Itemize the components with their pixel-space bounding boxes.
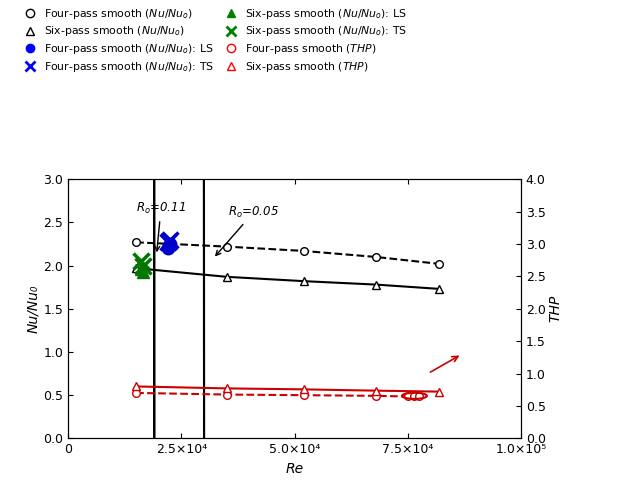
Y-axis label: THP: THP (549, 295, 562, 322)
X-axis label: Re: Re (285, 462, 304, 476)
Text: $R_o$=0.11: $R_o$=0.11 (136, 201, 186, 251)
Y-axis label: Nu/Nu₀: Nu/Nu₀ (27, 284, 40, 333)
Text: $R_o$=0.05: $R_o$=0.05 (216, 205, 279, 255)
Legend: Four-pass smooth ($Nu/Nu_o$), Six-pass smooth ($Nu/Nu_o$), Four-pass smooth ($Nu: Four-pass smooth ($Nu/Nu_o$), Six-pass s… (18, 5, 409, 75)
